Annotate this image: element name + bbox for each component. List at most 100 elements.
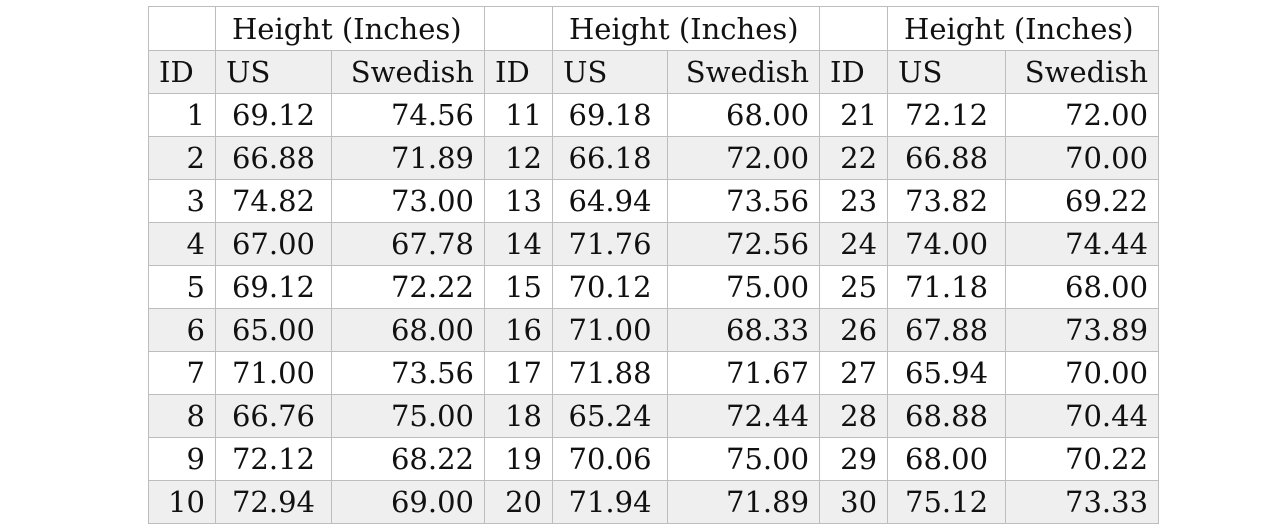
cell-id: 20 (484, 480, 554, 524)
cell-swedish: 74.56 (330, 93, 486, 137)
cell-swedish: 72.44 (667, 394, 821, 438)
cell-us: 66.88 (887, 136, 1007, 180)
cell-us: 75.12 (887, 480, 1007, 524)
cell-swedish: 68.00 (667, 93, 821, 137)
cell-id: 19 (484, 437, 554, 481)
cell-us: 71.18 (887, 265, 1007, 309)
cell-id: 14 (484, 222, 554, 266)
cell-id: 12 (484, 136, 554, 180)
cell-swedish: 72.00 (1005, 93, 1160, 137)
table-row: 1 69.12 74.56 11 69.18 68.00 21 72.12 72.00 (148, 93, 1160, 137)
empty-header-cell (484, 6, 554, 51)
cell-us: 68.88 (887, 394, 1007, 438)
cell-id: 22 (819, 136, 889, 180)
cell-id: 9 (148, 437, 216, 481)
cell-swedish: 73.56 (667, 179, 821, 223)
column-header-us: US (215, 50, 332, 94)
cell-us: 66.18 (552, 136, 669, 180)
cell-us: 66.76 (215, 394, 332, 438)
cell-us: 71.94 (552, 480, 669, 524)
cell-id: 13 (484, 179, 554, 223)
cell-id: 8 (148, 394, 216, 438)
cell-id: 15 (484, 265, 554, 309)
height-table: Height (Inches) Height (Inches) Height (… (148, 6, 1160, 524)
cell-us: 71.88 (552, 351, 669, 395)
cell-id: 16 (484, 308, 554, 352)
cell-swedish: 71.89 (667, 480, 821, 524)
cell-us: 72.12 (215, 437, 332, 481)
column-header-id: ID (484, 50, 554, 94)
cell-swedish: 69.22 (1005, 179, 1160, 223)
cell-us: 70.12 (552, 265, 669, 309)
cell-swedish: 68.00 (330, 308, 486, 352)
cell-swedish: 69.00 (330, 480, 486, 524)
column-header-id: ID (148, 50, 216, 94)
group-header-row: Height (Inches) Height (Inches) Height (… (148, 6, 1160, 51)
column-header-row: ID US Swedish ID US Swedish ID US Swedis… (148, 50, 1160, 94)
cell-id: 27 (819, 351, 889, 395)
empty-header-cell (819, 6, 889, 51)
cell-us: 64.94 (552, 179, 669, 223)
table-row: 5 69.12 72.22 15 70.12 75.00 25 71.18 68.00 (148, 265, 1160, 309)
cell-us: 71.00 (552, 308, 669, 352)
group-header-height: Height (Inches) (887, 6, 1160, 51)
cell-us: 74.82 (215, 179, 332, 223)
cell-swedish: 72.22 (330, 265, 486, 309)
cell-swedish: 71.89 (330, 136, 486, 180)
cell-id: 29 (819, 437, 889, 481)
table-row: 9 72.12 68.22 19 70.06 75.00 29 68.00 70.22 (148, 437, 1160, 481)
table-row: 8 66.76 75.00 18 65.24 72.44 28 68.88 70.44 (148, 394, 1160, 438)
cell-us: 67.00 (215, 222, 332, 266)
cell-us: 66.88 (215, 136, 332, 180)
cell-us: 69.12 (215, 93, 332, 137)
cell-swedish: 68.00 (1005, 265, 1160, 309)
cell-us: 71.76 (552, 222, 669, 266)
cell-us: 68.00 (887, 437, 1007, 481)
cell-id: 26 (819, 308, 889, 352)
cell-us: 69.18 (552, 93, 669, 137)
cell-us: 70.06 (552, 437, 669, 481)
table-row: 7 71.00 73.56 17 71.88 71.67 27 65.94 70.00 (148, 351, 1160, 395)
cell-swedish: 73.00 (330, 179, 486, 223)
cell-swedish: 75.00 (330, 394, 486, 438)
cell-us: 74.00 (887, 222, 1007, 266)
cell-id: 7 (148, 351, 216, 395)
cell-id: 28 (819, 394, 889, 438)
cell-id: 18 (484, 394, 554, 438)
cell-id: 4 (148, 222, 216, 266)
cell-swedish: 70.22 (1005, 437, 1160, 481)
cell-swedish: 68.33 (667, 308, 821, 352)
cell-swedish: 73.89 (1005, 308, 1160, 352)
column-header-us: US (887, 50, 1007, 94)
cell-id: 24 (819, 222, 889, 266)
cell-us: 65.24 (552, 394, 669, 438)
group-header-height: Height (Inches) (552, 6, 821, 51)
cell-swedish: 70.00 (1005, 351, 1160, 395)
cell-id: 1 (148, 93, 216, 137)
cell-us: 65.00 (215, 308, 332, 352)
cell-swedish: 72.56 (667, 222, 821, 266)
cell-us: 72.12 (887, 93, 1007, 137)
empty-header-cell (148, 6, 216, 51)
column-header-swedish: Swedish (1005, 50, 1160, 94)
table-row: 2 66.88 71.89 12 66.18 72.00 22 66.88 70.00 (148, 136, 1160, 180)
cell-us: 67.88 (887, 308, 1007, 352)
cell-id: 6 (148, 308, 216, 352)
cell-swedish: 68.22 (330, 437, 486, 481)
cell-id: 25 (819, 265, 889, 309)
cell-swedish: 73.33 (1005, 480, 1160, 524)
table-row: 6 65.00 68.00 16 71.00 68.33 26 67.88 73.89 (148, 308, 1160, 352)
cell-id: 10 (148, 480, 216, 524)
cell-us: 69.12 (215, 265, 332, 309)
cell-swedish: 70.44 (1005, 394, 1160, 438)
table-row: 10 72.94 69.00 20 71.94 71.89 30 75.12 73.33 (148, 480, 1160, 524)
cell-swedish: 72.00 (667, 136, 821, 180)
cell-us: 73.82 (887, 179, 1007, 223)
cell-id: 30 (819, 480, 889, 524)
cell-swedish: 70.00 (1005, 136, 1160, 180)
column-header-us: US (552, 50, 669, 94)
cell-swedish: 67.78 (330, 222, 486, 266)
column-header-id: ID (819, 50, 889, 94)
table-row: 4 67.00 67.78 14 71.76 72.56 24 74.00 74.44 (148, 222, 1160, 266)
group-header-height: Height (Inches) (214, 6, 486, 51)
